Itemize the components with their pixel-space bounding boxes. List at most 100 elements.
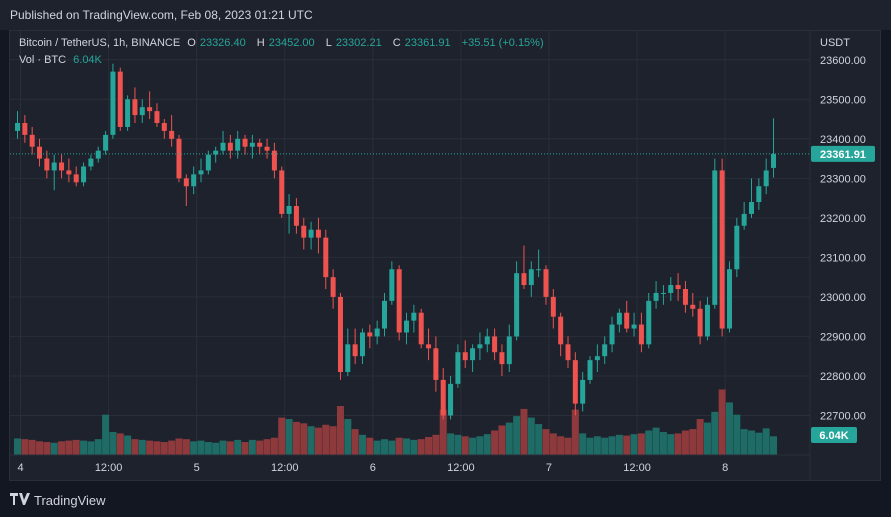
volume-bar bbox=[94, 439, 102, 455]
candle-body bbox=[602, 344, 608, 357]
candle-body bbox=[103, 134, 109, 151]
last-volume-badge: 6.04K bbox=[811, 427, 857, 443]
volume-bar bbox=[403, 438, 411, 455]
volume-bar bbox=[314, 427, 322, 455]
volume-bar bbox=[300, 423, 308, 455]
time-tick-label: 6 bbox=[370, 462, 376, 474]
candle-body bbox=[536, 269, 542, 271]
change-value: +35.51 (+0.15%) bbox=[461, 37, 544, 49]
time-axis[interactable]: 4 12:00 5 12:00 6 12:00 7 12:00 8 bbox=[10, 31, 811, 480]
candle-body bbox=[382, 300, 387, 329]
candle-body bbox=[624, 312, 630, 329]
volume-bar bbox=[571, 409, 579, 455]
price-tick-label: 22800.00 bbox=[820, 371, 866, 383]
publish-header: Published on TradingView.com, Feb 08, 20… bbox=[0, 0, 891, 30]
candle-body bbox=[95, 150, 101, 159]
candle-body bbox=[682, 289, 688, 305]
candle-body bbox=[440, 379, 446, 416]
candle-body bbox=[308, 229, 314, 238]
symbol-label[interactable]: Bitcoin / TetherUS, 1h, BINANCE bbox=[19, 37, 181, 49]
volume-bar bbox=[168, 440, 176, 455]
candle-body bbox=[675, 285, 681, 289]
candle-body bbox=[359, 332, 365, 357]
volume-bar bbox=[14, 438, 21, 455]
high-value: 23452.00 bbox=[268, 37, 315, 49]
volume-label[interactable]: Vol · BTC bbox=[19, 54, 67, 66]
volume-bar bbox=[432, 434, 440, 455]
candle-body bbox=[646, 300, 652, 345]
candle-body bbox=[286, 206, 292, 214]
candle-body bbox=[264, 146, 270, 151]
volume-bar bbox=[696, 419, 704, 455]
volume-bar bbox=[469, 437, 477, 455]
candle-body bbox=[719, 170, 725, 329]
candle-body bbox=[631, 324, 637, 329]
candle-body bbox=[587, 360, 593, 380]
candle-body bbox=[176, 138, 182, 179]
candle-body bbox=[198, 170, 204, 175]
candle-body bbox=[653, 292, 659, 301]
candle-body bbox=[521, 273, 527, 286]
time-tick-label: 12:00 bbox=[447, 462, 475, 474]
candle-body bbox=[528, 269, 534, 286]
volume-bar bbox=[358, 434, 366, 455]
candle-body bbox=[235, 138, 241, 151]
volume-bar bbox=[601, 437, 609, 455]
volume-bar bbox=[36, 441, 44, 455]
candle-body bbox=[499, 352, 505, 365]
candle-body bbox=[345, 344, 351, 372]
svg-text:6.04K: 6.04K bbox=[819, 430, 848, 442]
high-label: H bbox=[256, 37, 265, 49]
volume-bar bbox=[425, 437, 433, 455]
candle-body bbox=[301, 225, 307, 238]
price-tick-label: 23100.00 bbox=[820, 252, 866, 264]
volume-bar bbox=[58, 441, 66, 455]
volume-bar bbox=[204, 442, 212, 455]
price-axis[interactable]: 22700.00 22800.00 22900.00 23000.00 23100.00… bbox=[820, 55, 866, 423]
candle-body bbox=[470, 348, 476, 361]
volume-bar bbox=[608, 436, 616, 455]
candle-body bbox=[81, 166, 87, 183]
volume-bar bbox=[234, 439, 242, 455]
candle-body bbox=[249, 142, 255, 147]
volume-bar bbox=[153, 441, 161, 455]
volume-bar bbox=[43, 442, 51, 455]
legend-volume-row: Vol · BTC 6.04K bbox=[19, 52, 548, 69]
volume-bar bbox=[248, 439, 256, 455]
candle-body bbox=[492, 336, 498, 353]
candle-body bbox=[323, 237, 329, 278]
volume-bar bbox=[219, 440, 227, 455]
volume-bar bbox=[182, 439, 190, 455]
volume-bar bbox=[381, 439, 388, 455]
volume-bar bbox=[87, 441, 95, 455]
volume-bar bbox=[226, 441, 234, 455]
candle-body bbox=[477, 344, 483, 349]
candle-body bbox=[572, 360, 578, 404]
footer-brand[interactable]: TradingView bbox=[10, 490, 106, 510]
candle-body bbox=[697, 308, 703, 337]
volume-bar bbox=[395, 437, 403, 455]
low-value: 23302.21 bbox=[335, 37, 382, 49]
candle-body bbox=[161, 123, 167, 131]
volume-bar bbox=[116, 433, 124, 455]
close-value: 23361.91 bbox=[404, 37, 451, 49]
close-label: C bbox=[392, 37, 401, 49]
volume-bar bbox=[366, 437, 374, 455]
candle-body bbox=[404, 320, 410, 333]
volume-bar bbox=[21, 439, 29, 455]
volume-bar bbox=[542, 429, 550, 455]
candle-body bbox=[594, 356, 600, 361]
candle-body bbox=[183, 178, 189, 187]
candle-body bbox=[271, 150, 277, 171]
candle-body bbox=[73, 174, 79, 183]
volume-bar bbox=[586, 437, 594, 455]
candle-body bbox=[44, 158, 50, 171]
candle-body bbox=[580, 379, 586, 404]
volume-bar bbox=[351, 429, 359, 455]
volume-bar bbox=[336, 406, 344, 455]
volume-bar bbox=[762, 428, 770, 455]
candle-body bbox=[257, 142, 263, 147]
volume-bar bbox=[711, 411, 719, 455]
candle-body bbox=[227, 142, 233, 151]
